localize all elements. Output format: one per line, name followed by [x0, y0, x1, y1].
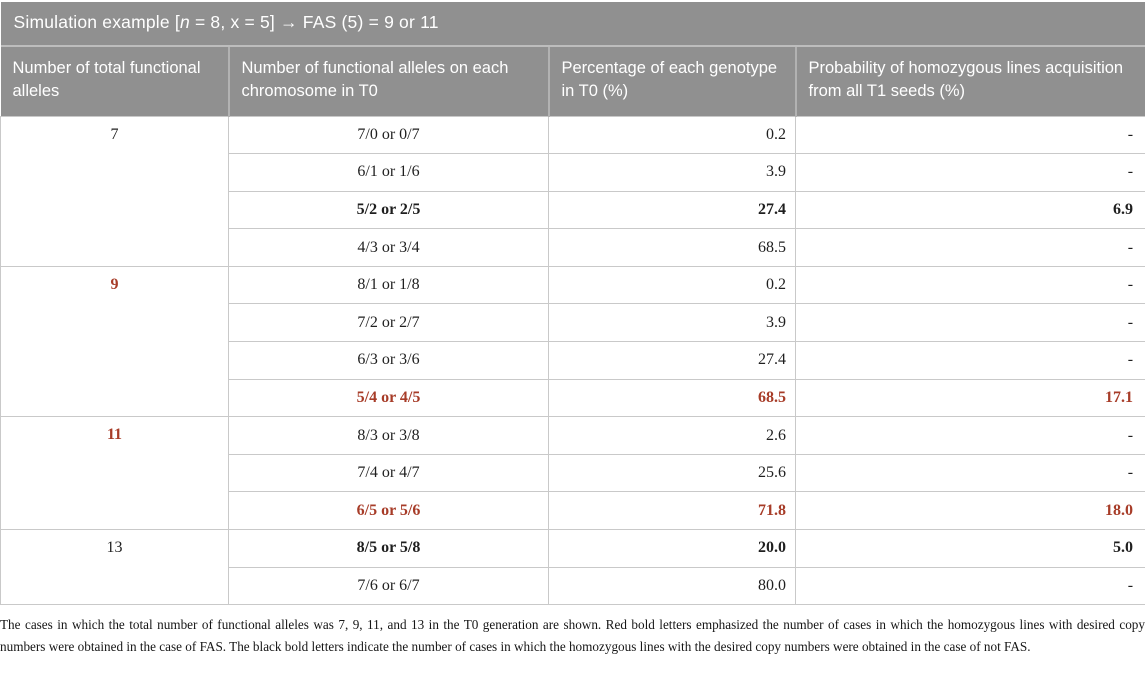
table-row: 9 8/1 or 1/8 0.2 - [0, 265, 1145, 418]
probability-cell: - [794, 566, 1145, 606]
percentage-cell: 0.2 [548, 115, 796, 155]
total-alleles-cell: 13 [0, 529, 229, 606]
table-header-row: Number of total functional alleles Numbe… [0, 46, 1145, 116]
chromosome-cell: 6/5 or 5/6 [228, 491, 549, 531]
total-alleles-cell: 7 [0, 115, 229, 267]
chromosome-cell: 7/0 or 0/7 [228, 115, 549, 155]
total-alleles-cell: 9 [0, 265, 229, 418]
table-title-prefix: Simulation example [ [13, 12, 180, 32]
probability-cell: - [794, 416, 1145, 455]
table-title: Simulation example [n = 8, x = 5] → FAS … [0, 2, 1145, 47]
table-row: 6/5 or 5/6 71.8 18.0 [1, 491, 1145, 531]
chromosome-cell: 5/2 or 2/5 [228, 190, 549, 230]
table-row: 13 8/5 or 5/8 20.0 5.0 [0, 529, 1145, 606]
simulation-table: Simulation example [n = 8, x = 5] → FAS … [0, 2, 1145, 606]
percentage-cell: 68.5 [548, 228, 796, 267]
total-alleles-cell: 11 [0, 416, 229, 531]
chromosome-cell: 8/1 or 1/8 [228, 265, 549, 305]
column-header-probability: Probability of homozygous lines acquisit… [794, 46, 1145, 116]
probability-cell: - [794, 341, 1145, 380]
chromosome-cell: 5/4 or 4/5 [228, 378, 549, 418]
probability-cell: 6.9 [794, 190, 1145, 230]
percentage-cell: 2.6 [548, 416, 796, 455]
table-row: 5/2 or 2/5 27.4 6.9 [1, 190, 1145, 230]
probability-cell: - [794, 453, 1145, 493]
table-caption: The cases in which the total number of f… [0, 617, 1145, 654]
table-row: 7/2 or 2/7 3.9 - [1, 303, 1145, 343]
percentage-cell: 27.4 [548, 190, 796, 230]
table-row: 7/4 or 4/7 25.6 - [1, 453, 1145, 493]
table-title-suffix: = 8, x = 5] → FAS (5) = 9 or 11 [189, 12, 439, 32]
table-row: 11 8/3 or 3/8 2.6 - [0, 416, 1145, 531]
percentage-cell: 25.6 [548, 453, 796, 493]
probability-cell: - [794, 303, 1145, 343]
probability-cell: - [794, 153, 1145, 192]
percentage-cell: 3.9 [548, 303, 796, 343]
table-row: 5/4 or 4/5 68.5 17.1 [1, 378, 1145, 418]
percentage-cell: 71.8 [548, 491, 796, 531]
column-header-chromosome: Number of functional alleles on each chr… [227, 46, 549, 116]
title-variable-n: n [179, 12, 190, 32]
chromosome-cell: 7/2 or 2/7 [228, 303, 549, 343]
chromosome-cell: 4/3 or 3/4 [228, 228, 549, 267]
chromosome-cell: 8/5 or 5/8 [228, 529, 549, 568]
probability-cell: - [794, 115, 1145, 155]
table-row: 7/6 or 6/7 80.0 - [1, 566, 1145, 606]
probability-cell: 17.1 [794, 378, 1145, 418]
percentage-cell: 27.4 [548, 341, 796, 380]
table-row: 6/3 or 3/6 27.4 - [1, 341, 1145, 380]
column-header-percentage: Percentage of each genotype in T0 (%) [547, 46, 796, 116]
chromosome-cell: 6/1 or 1/6 [228, 153, 549, 192]
chromosome-cell: 8/3 or 3/8 [228, 416, 549, 455]
table-row: 7 7/0 or 0/7 0.2 - [0, 115, 1145, 267]
percentage-cell: 80.0 [548, 566, 796, 606]
percentage-cell: 0.2 [548, 265, 796, 305]
probability-cell: 18.0 [794, 491, 1145, 531]
chromosome-cell: 7/4 or 4/7 [228, 453, 549, 493]
probability-cell: 5.0 [794, 529, 1145, 568]
table-row: 6/1 or 1/6 3.9 - [1, 153, 1145, 192]
percentage-cell: 20.0 [548, 529, 796, 568]
table-title-bar: Simulation example [n = 8, x = 5] → FAS … [0, 2, 1145, 47]
probability-cell: - [794, 228, 1145, 267]
percentage-cell: 3.9 [548, 153, 796, 192]
column-header-total-alleles: Number of total functional alleles [0, 46, 229, 116]
probability-cell: - [794, 265, 1145, 305]
chromosome-cell: 7/6 or 6/7 [228, 566, 549, 606]
chromosome-cell: 6/3 or 3/6 [228, 341, 549, 380]
percentage-cell: 68.5 [548, 378, 796, 418]
